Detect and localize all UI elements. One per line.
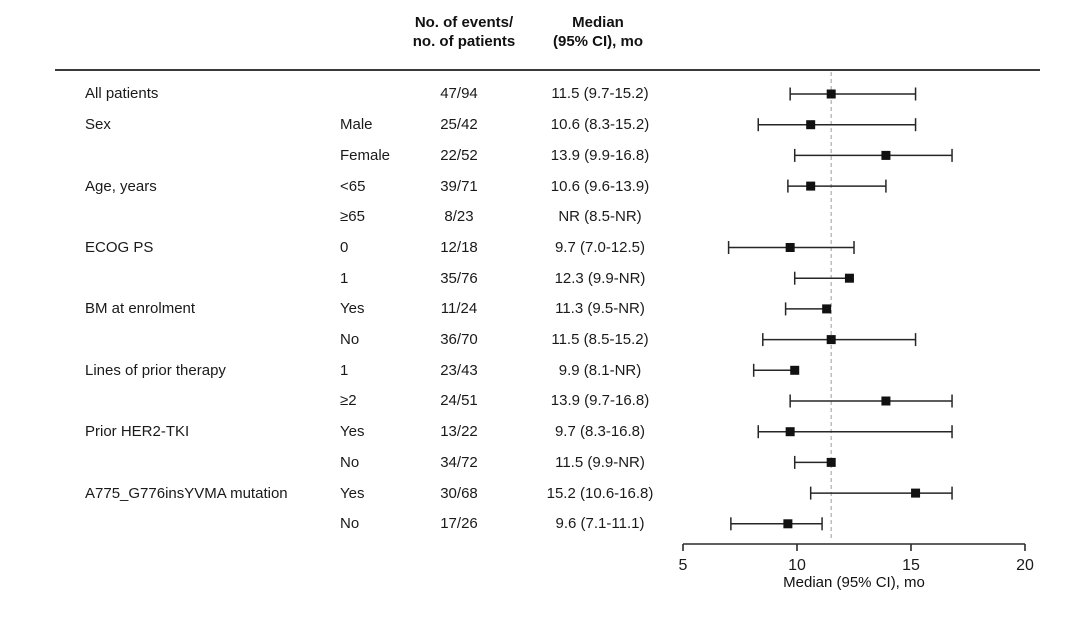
- subgroup-label: Yes: [340, 300, 365, 318]
- median-ci-text: 13.9 (9.7-16.8): [550, 392, 650, 410]
- median-ci-text: 12.3 (9.9-NR): [554, 269, 646, 287]
- table-row: ECOG PS 0 12/18 9.7 (7.0-12.5): [0, 232, 680, 263]
- group-label: ECOG PS: [85, 238, 154, 256]
- events-count: 24/51: [440, 392, 478, 410]
- median-marker: [826, 457, 836, 467]
- events-count: 17/26: [440, 515, 478, 533]
- table-row: Sex Male 25/42 10.6 (8.3-15.2): [0, 109, 680, 140]
- events-count: 13/22: [440, 423, 478, 441]
- median-marker: [826, 335, 836, 345]
- subgroup-label: ≥2: [340, 392, 357, 410]
- subgroup-label: 1: [340, 361, 349, 379]
- events-count: 25/42: [440, 116, 478, 134]
- x-axis-label: Median (95% CI), mo: [783, 574, 925, 591]
- x-axis-tick-label: 15: [902, 557, 920, 574]
- table-row: BM at enrolment Yes 11/24 11.3 (9.5-NR): [0, 294, 680, 325]
- table-row: Prior HER2-TKI Yes 13/22 9.7 (8.3-16.8): [0, 416, 680, 447]
- table-row: No 36/70 11.5 (8.5-15.2): [0, 324, 680, 355]
- x-axis-tick-label: 20: [1016, 557, 1034, 574]
- table-row: ≥65 8/23 NR (8.5-NR): [0, 201, 680, 232]
- group-label: Sex: [85, 116, 111, 134]
- subgroup-label: Yes: [340, 484, 365, 502]
- median-marker: [881, 150, 891, 160]
- x-axis-tick-label: 10: [788, 557, 806, 574]
- table-row: No 17/26 9.6 (7.1-11.1): [0, 508, 680, 539]
- table-row: All patients 47/94 11.5 (9.7-15.2): [0, 79, 680, 110]
- median-ci-text: 10.6 (9.6-13.9): [550, 177, 650, 195]
- median-marker: [881, 396, 891, 406]
- median-marker: [806, 181, 816, 191]
- median-ci-text: NR (8.5-NR): [558, 208, 642, 226]
- median-marker: [785, 243, 795, 252]
- table-row: No 34/72 11.5 (9.9-NR): [0, 447, 680, 478]
- median-marker: [790, 365, 800, 375]
- median-ci-text: 9.6 (7.1-11.1): [555, 515, 645, 533]
- group-label: Prior HER2-TKI: [85, 423, 190, 441]
- table-row: A775_G776insYVMA mutation Yes 30/68 15.2 (1…: [0, 478, 680, 509]
- group-label: Lines of prior therapy: [85, 361, 226, 379]
- group-label: All patients: [85, 85, 159, 103]
- events-count: 11/24: [440, 300, 478, 318]
- events-count: 35/76: [440, 269, 478, 287]
- median-marker: [826, 89, 836, 99]
- median-marker: [783, 519, 793, 529]
- median-ci-text: 13.9 (9.9-16.8): [550, 146, 650, 164]
- events-count: 12/18: [440, 238, 478, 256]
- median-ci-text: 9.9 (8.1-NR): [558, 361, 642, 379]
- table-row: ≥2 24/51 13.9 (9.7-16.8): [0, 386, 680, 417]
- events-count: 22/52: [440, 146, 478, 164]
- x-axis-tick-label: 5: [679, 557, 688, 574]
- median-marker: [844, 273, 854, 283]
- subgroup-label: No: [340, 331, 360, 349]
- events-count: 47/94: [440, 85, 478, 103]
- events-count: 36/70: [440, 331, 478, 349]
- subgroup-label: ≥65: [340, 208, 365, 226]
- events-count: 8/23: [444, 208, 474, 226]
- subgroup-label: <65: [340, 177, 366, 195]
- subgroup-label: Yes: [340, 423, 365, 441]
- group-label: Age, years: [85, 177, 157, 195]
- median-ci-text: 9.7 (7.0-12.5): [554, 238, 646, 256]
- median-ci-text: 11.5 (9.7-15.2): [551, 85, 649, 103]
- events-count: 30/68: [440, 484, 478, 502]
- group-label: A775_G776insYVMA mutation: [85, 484, 288, 502]
- column-header-events: No. of events/ no. of patients: [412, 14, 516, 50]
- subgroup-label: 1: [340, 269, 349, 287]
- median-marker: [911, 488, 921, 498]
- table-row: Lines of prior therapy 1 23/43 9.9 (8.1-NR): [0, 355, 680, 386]
- median-marker: [822, 304, 832, 314]
- subgroup-label: Female: [340, 146, 391, 164]
- median-ci-text: 11.3 (9.5-NR): [555, 300, 645, 318]
- median-marker: [806, 120, 816, 130]
- median-ci-text: 9.7 (8.3-16.8): [554, 423, 646, 441]
- group-label: BM at enrolment: [85, 300, 196, 318]
- median-ci-text: 11.5 (8.5-15.2): [551, 331, 649, 349]
- column-header-median: Median (95% CI), mo: [552, 14, 643, 50]
- subgroup-label: No: [340, 453, 360, 471]
- events-count: 34/72: [440, 453, 478, 471]
- header-divider: [55, 69, 1040, 71]
- median-marker: [785, 427, 795, 437]
- events-count: 23/43: [440, 361, 478, 379]
- median-ci-text: 11.5 (9.9-NR): [555, 453, 645, 471]
- table-row: 1 35/76 12.3 (9.9-NR): [0, 263, 680, 294]
- median-ci-text: 15.2 (10.6-16.8): [546, 484, 654, 502]
- table-row: Female 22/52 13.9 (9.9-16.8): [0, 140, 680, 171]
- events-count: 39/71: [440, 177, 478, 195]
- subgroup-label: 0: [340, 238, 349, 256]
- subgroup-label: No: [340, 515, 360, 533]
- median-ci-text: 10.6 (8.3-15.2): [550, 116, 650, 134]
- table-row: Age, years <65 39/71 10.6 (9.6-13.9): [0, 171, 680, 202]
- subgroup-label: Male: [340, 116, 373, 134]
